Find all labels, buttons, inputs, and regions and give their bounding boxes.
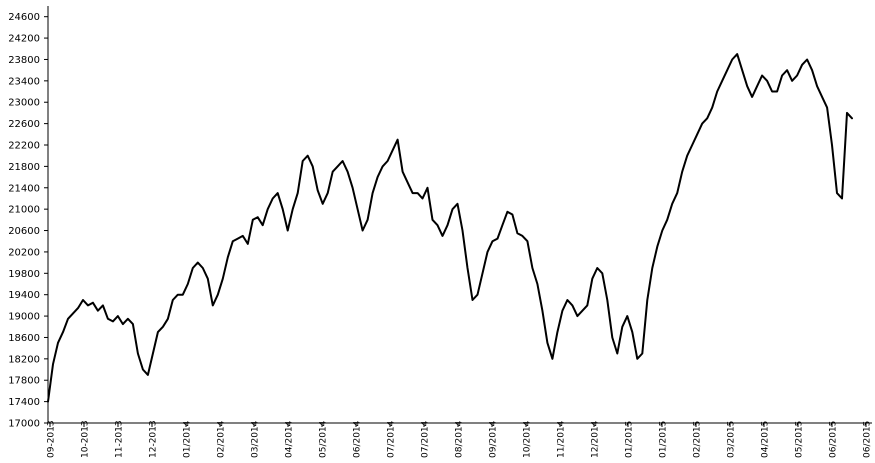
x-tick-label: 01/2015 xyxy=(659,421,669,458)
x-tick-label: 03/2015 xyxy=(727,421,737,458)
y-tick-label: 19000 xyxy=(8,312,40,323)
x-tick-label: 11/2014 xyxy=(557,420,567,458)
x-tick-label: 05/2015 xyxy=(795,421,805,458)
y-tick-label: 18600 xyxy=(8,333,40,344)
x-tick-labels: 09-2013 10-2013 11-2013 12-2013 01/2014 02/20… xyxy=(47,420,873,458)
x-tick-label: 03/2014 xyxy=(251,420,261,458)
y-tick-label: 22200 xyxy=(8,141,40,152)
x-tick-label: 04/2014 xyxy=(285,420,295,458)
axes xyxy=(44,6,872,427)
x-tick-label: 05/2014 xyxy=(319,420,329,458)
x-tick-label: 09-2013 xyxy=(47,420,57,458)
y-tick-labels: 17000 17400 17800 18200 18600 19000 19400 19800… xyxy=(8,12,40,429)
x-tick-label: 09/2014 xyxy=(489,420,499,458)
series-line xyxy=(47,53,853,403)
x-tick-label: 02/2014 xyxy=(217,420,227,458)
x-tick-label: 10-2013 xyxy=(81,420,91,458)
y-tick-label: 19400 xyxy=(8,290,40,301)
y-tick-label: 21800 xyxy=(8,162,40,173)
x-tick-label: 12/2014 xyxy=(591,420,601,458)
x-tick-label: 12-2013 xyxy=(149,420,159,458)
y-tick-label: 19800 xyxy=(8,269,40,280)
y-tick-label: 20200 xyxy=(8,247,40,258)
y-tick-label: 17000 xyxy=(8,419,40,430)
y-tick-label: 24200 xyxy=(8,34,40,45)
y-tick-label: 23000 xyxy=(8,98,40,109)
y-tick-label: 18200 xyxy=(8,354,40,365)
x-tick-label: 07/2014 xyxy=(421,420,431,458)
x-tick-label: 11-2013 xyxy=(115,420,125,458)
y-tick-label: 17800 xyxy=(8,376,40,387)
y-tick-label: 21400 xyxy=(8,183,40,194)
x-tick-label: 10/2014 xyxy=(523,420,533,458)
x-tick-label: 01/2015 xyxy=(625,421,635,458)
series-layer xyxy=(47,53,853,403)
x-tick-label: 06/2015 xyxy=(829,421,839,458)
y-tick-label: 22600 xyxy=(8,119,40,130)
y-tick-label: 23400 xyxy=(8,76,40,87)
x-tick-label: 07/2014 xyxy=(387,420,397,458)
x-tick-label: 06/2015 xyxy=(863,421,873,458)
x-tick-label: 06/2014 xyxy=(353,420,363,458)
x-tick-label: 02/2015 xyxy=(693,421,703,458)
y-tick-label: 24600 xyxy=(8,12,40,23)
x-tick-label: 01/2014 xyxy=(183,420,193,458)
x-tick-label: 04/2015 xyxy=(761,421,771,458)
y-tick-label: 17400 xyxy=(8,397,40,408)
y-tick-label: 20600 xyxy=(8,226,40,237)
y-tick-label: 21000 xyxy=(8,205,40,216)
x-tick-label: 08/2014 xyxy=(455,420,465,458)
y-tick-label: 23800 xyxy=(8,55,40,66)
